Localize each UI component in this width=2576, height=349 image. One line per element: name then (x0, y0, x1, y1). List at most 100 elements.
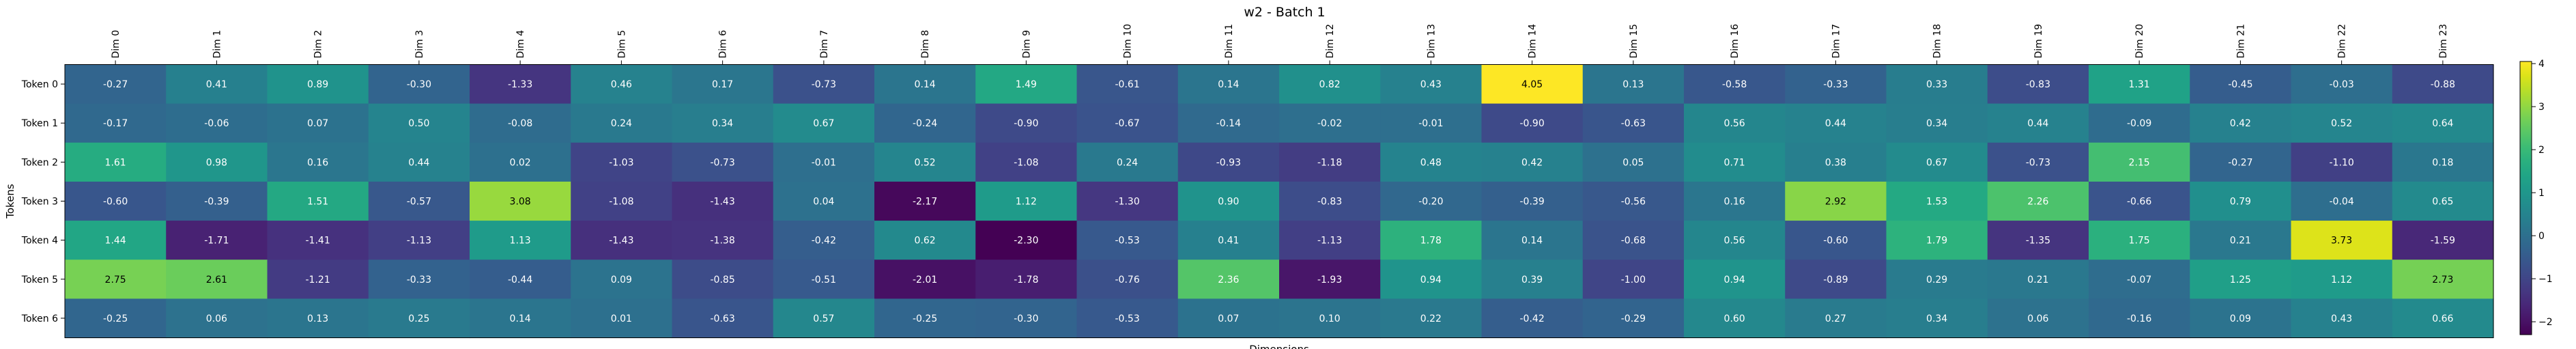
cell-value-label: 0.06 (2027, 313, 2048, 324)
heatmap-cell (2190, 181, 2292, 221)
cell-value-label: -0.73 (812, 79, 836, 90)
cell-value-label: -0.68 (1621, 236, 1646, 247)
heatmap-cell (1886, 298, 1988, 339)
heatmap-cell (2190, 64, 2292, 104)
heatmap-cell (1684, 142, 1786, 182)
cell-value-label: 0.62 (915, 236, 936, 247)
cell-value-label: -0.89 (1823, 275, 1848, 285)
heatmap-cell (368, 142, 470, 182)
cell-value-label: -0.67 (1115, 118, 1140, 129)
heatmap-cell (975, 64, 1078, 104)
heatmap-cell (267, 181, 369, 221)
heatmap-cell (1279, 221, 1381, 260)
heatmap-cell (1684, 260, 1786, 299)
cell-value-label: 0.16 (307, 157, 328, 168)
cell-value-label: 2.36 (1218, 275, 1239, 285)
cell-value-label: -0.42 (1520, 313, 1545, 324)
cell-value-label: -1.33 (508, 79, 532, 90)
x-axis-label: Dimensions (1249, 344, 1309, 349)
y-tick-label: Token 2 (21, 157, 58, 168)
heatmap-cell (470, 103, 571, 143)
cell-value-label: -0.83 (2026, 79, 2050, 90)
cell-value-label: -1.43 (609, 236, 633, 247)
cell-value-label: -0.03 (2330, 79, 2354, 90)
heatmap-cell (1076, 221, 1179, 260)
cell-value-label: 0.34 (1926, 313, 1947, 324)
cell-value-label: 0.24 (611, 118, 632, 129)
cell-value-label: 0.89 (307, 79, 328, 90)
heatmap-cell (1279, 142, 1381, 182)
heatmap-cell (2392, 103, 2494, 143)
cell-value-label: 0.98 (206, 157, 227, 168)
heatmap-cell (1177, 260, 1280, 299)
heatmap-cell (2089, 64, 2190, 104)
cell-value-label: -0.06 (204, 118, 229, 129)
cell-value-label: 0.07 (1218, 313, 1239, 324)
cell-value-label: -2.30 (1014, 236, 1038, 247)
cell-value-label: -1.08 (1014, 157, 1038, 168)
heatmap-cell (65, 181, 167, 221)
heatmap-cell (1481, 298, 1584, 339)
cell-value-label: 1.78 (1420, 236, 1442, 247)
heatmap-cell (65, 64, 167, 104)
x-axis-ticks: Dim 0 Dim 1 Dim 2 Dim 3 Dim 4 Dim 5 Dim 6 Dim 7… (111, 24, 2449, 65)
cell-value-label: 0.06 (206, 313, 227, 324)
cell-value-label: -1.08 (609, 197, 633, 208)
heatmap-cell (1886, 221, 1988, 260)
x-tick-label: Dim 7 (819, 30, 830, 59)
heatmap-cell (975, 142, 1078, 182)
heatmap-cell (368, 221, 470, 260)
cell-value-label: 0.44 (1825, 118, 1846, 129)
cell-value-label: -0.76 (1115, 275, 1140, 285)
heatmap-cell (1987, 260, 2089, 299)
heatmap-cell (571, 64, 673, 104)
cell-value-label: 1.25 (2230, 275, 2251, 285)
cell-value-label: -0.24 (913, 118, 937, 129)
heatmap-cell (975, 181, 1078, 221)
heatmap-cell (2291, 260, 2393, 299)
heatmap-cell (1177, 221, 1280, 260)
heatmap-cell (1582, 103, 1685, 143)
heatmap-cell (1582, 64, 1685, 104)
cell-value-label: -0.90 (1014, 118, 1038, 129)
heatmap-cell (571, 142, 673, 182)
y-axis-label: Tokens (4, 184, 16, 219)
heatmap-cell (1279, 298, 1381, 339)
cell-value-label: 0.13 (1622, 79, 1644, 90)
heatmap-cell (1987, 64, 2089, 104)
heatmap-cell (1886, 142, 1988, 182)
cell-value-label: -0.16 (2127, 313, 2151, 324)
colorbar-tick-label: 1 (2538, 188, 2545, 199)
heatmap-cell (1785, 64, 1887, 104)
cell-value-label: 0.21 (2230, 236, 2251, 247)
cell-value-label: 0.13 (307, 313, 328, 324)
heatmap-cell (571, 181, 673, 221)
cell-value-label: -0.53 (1115, 236, 1140, 247)
heatmap-cell (2089, 298, 2190, 339)
cell-value-label: 1.12 (1016, 197, 1037, 208)
cell-value-label: -0.93 (1216, 157, 1241, 168)
cell-value-label: -1.03 (609, 157, 633, 168)
heatmap-cell (1481, 142, 1584, 182)
cell-value-label: -1.30 (1115, 197, 1140, 208)
heatmap-cell (1987, 221, 2089, 260)
cell-value-label: -0.29 (1621, 313, 1646, 324)
heatmap-cell (874, 260, 976, 299)
cell-value-label: 0.79 (2230, 197, 2251, 208)
heatmap-cell (267, 221, 369, 260)
heatmap-cell (874, 142, 976, 182)
heatmap-cell (1177, 103, 1280, 143)
heatmap-cell (1684, 298, 1786, 339)
x-tick-label: Dim 13 (1426, 24, 1437, 59)
cell-value-label: 0.82 (1319, 79, 1341, 90)
cell-value-label: 0.10 (1319, 313, 1341, 324)
cell-value-label: -0.42 (812, 236, 836, 247)
cell-value-label: 0.24 (1117, 157, 1138, 168)
x-tick-label: Dim 4 (515, 30, 526, 59)
cell-value-label: -1.43 (711, 197, 735, 208)
heatmap-cell (672, 103, 774, 143)
cell-value-label: -0.83 (1317, 197, 1342, 208)
cell-value-label: -0.90 (1520, 118, 1545, 129)
cell-value-label: 1.49 (1016, 79, 1037, 90)
heatmap-cell (470, 260, 571, 299)
